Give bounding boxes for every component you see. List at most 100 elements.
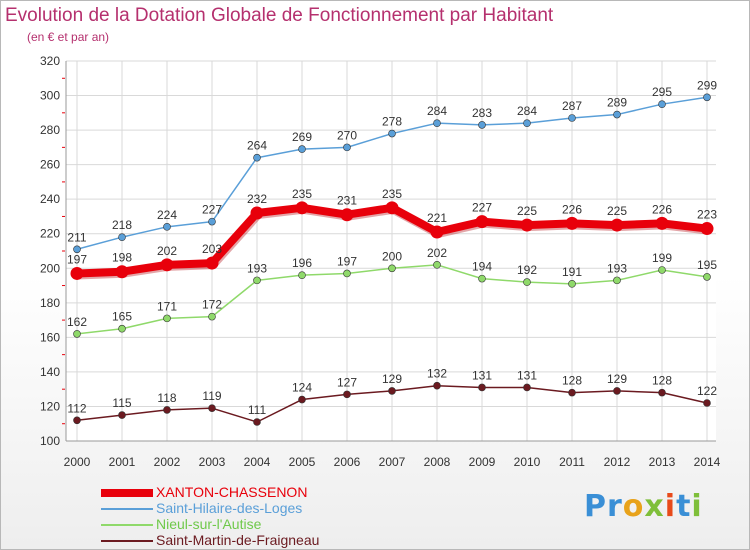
data-label: 202 — [427, 246, 447, 260]
data-label: 284 — [427, 104, 447, 118]
data-point — [520, 218, 534, 232]
data-label: 193 — [247, 261, 267, 275]
data-label: 226 — [562, 202, 582, 216]
data-point — [343, 143, 351, 152]
data-label: 211 — [67, 230, 86, 244]
data-label: 191 — [562, 265, 582, 279]
data-point — [568, 388, 576, 397]
y-tick-label: 180 — [40, 296, 60, 310]
data-label: 224 — [157, 208, 177, 222]
data-label: 225 — [607, 204, 627, 218]
logo-letter: x — [644, 489, 665, 524]
data-point — [385, 201, 399, 215]
logo-letter: i — [664, 489, 677, 524]
x-tick-label: 2010 — [514, 455, 541, 469]
data-label: 227 — [202, 203, 222, 217]
data-label: 127 — [337, 375, 357, 389]
data-point — [613, 387, 621, 395]
data-label: 299 — [697, 78, 717, 92]
x-tick-label: 2006 — [334, 455, 361, 469]
data-label: 196 — [292, 256, 312, 270]
x-tick-label: 2009 — [469, 455, 496, 469]
data-point — [430, 225, 444, 239]
data-label: 115 — [112, 396, 131, 410]
data-point — [613, 276, 621, 285]
x-tick-label: 2013 — [649, 455, 676, 469]
data-label: 264 — [247, 139, 267, 153]
data-point — [703, 93, 711, 102]
data-label: 197 — [337, 254, 357, 268]
data-label: 232 — [247, 192, 267, 206]
data-label: 128 — [652, 374, 672, 388]
data-label: 124 — [292, 381, 312, 395]
x-tick-label: 2005 — [289, 455, 316, 469]
data-label: 131 — [517, 368, 537, 382]
data-label: 198 — [112, 251, 132, 265]
logo-letter: r — [607, 489, 623, 524]
data-point — [163, 223, 171, 231]
x-tick-label: 2007 — [379, 455, 406, 469]
data-point — [388, 387, 396, 395]
data-point — [160, 258, 174, 272]
legend-label: Nieul-sur-l'Autise — [156, 516, 262, 532]
x-tick-label: 2011 — [559, 455, 585, 469]
data-label: 227 — [472, 201, 492, 215]
data-point — [343, 390, 351, 399]
data-point — [73, 416, 81, 425]
data-point — [70, 266, 84, 280]
data-point — [658, 100, 666, 108]
data-point — [298, 145, 306, 153]
data-point — [118, 324, 126, 333]
legend-swatch — [101, 524, 153, 526]
data-label: 269 — [292, 130, 312, 144]
data-point — [298, 395, 306, 404]
data-point — [73, 330, 81, 338]
data-label: 172 — [202, 298, 222, 312]
data-label: 132 — [427, 367, 447, 381]
data-label: 199 — [652, 251, 672, 265]
data-point — [478, 121, 486, 129]
data-label: 192 — [517, 263, 537, 277]
data-point — [610, 218, 624, 232]
y-tick-label: 160 — [40, 330, 60, 344]
y-tick-label: 120 — [40, 399, 60, 413]
data-label: 223 — [697, 208, 717, 222]
data-point — [658, 266, 666, 274]
data-label: 270 — [337, 128, 357, 142]
data-point — [253, 418, 261, 426]
data-label: 283 — [472, 106, 492, 120]
data-label: 225 — [517, 204, 537, 218]
data-point — [388, 129, 396, 138]
data-point — [613, 110, 621, 119]
data-point — [115, 265, 129, 279]
data-point — [655, 216, 669, 230]
data-point — [523, 383, 531, 392]
data-point — [658, 388, 666, 397]
data-point — [478, 274, 486, 283]
data-label: 295 — [652, 85, 672, 99]
data-label: 122 — [697, 384, 717, 398]
legend-swatch — [101, 508, 153, 510]
x-tick-label: 2008 — [424, 455, 451, 469]
x-tick-label: 2014 — [694, 455, 721, 469]
data-label: 195 — [697, 258, 717, 272]
proxiti-logo: Proxiti — [584, 489, 703, 524]
data-label: 128 — [562, 374, 582, 388]
data-point — [700, 222, 714, 236]
chart-subtitle: (en € et par an) — [27, 30, 110, 44]
data-label: 221 — [427, 211, 447, 225]
data-point — [118, 233, 126, 241]
data-point — [568, 114, 576, 122]
data-point — [433, 381, 441, 390]
y-tick-label: 220 — [40, 227, 60, 241]
data-point — [703, 399, 711, 407]
data-point — [340, 208, 354, 222]
data-point — [523, 119, 531, 127]
data-point — [205, 256, 219, 270]
data-point — [478, 383, 486, 392]
y-tick-label: 240 — [40, 192, 60, 206]
data-label: 284 — [517, 104, 537, 118]
data-point — [298, 271, 306, 279]
data-label: 112 — [67, 401, 86, 415]
legend-label: Saint-Hilaire-des-Loges — [156, 500, 303, 516]
